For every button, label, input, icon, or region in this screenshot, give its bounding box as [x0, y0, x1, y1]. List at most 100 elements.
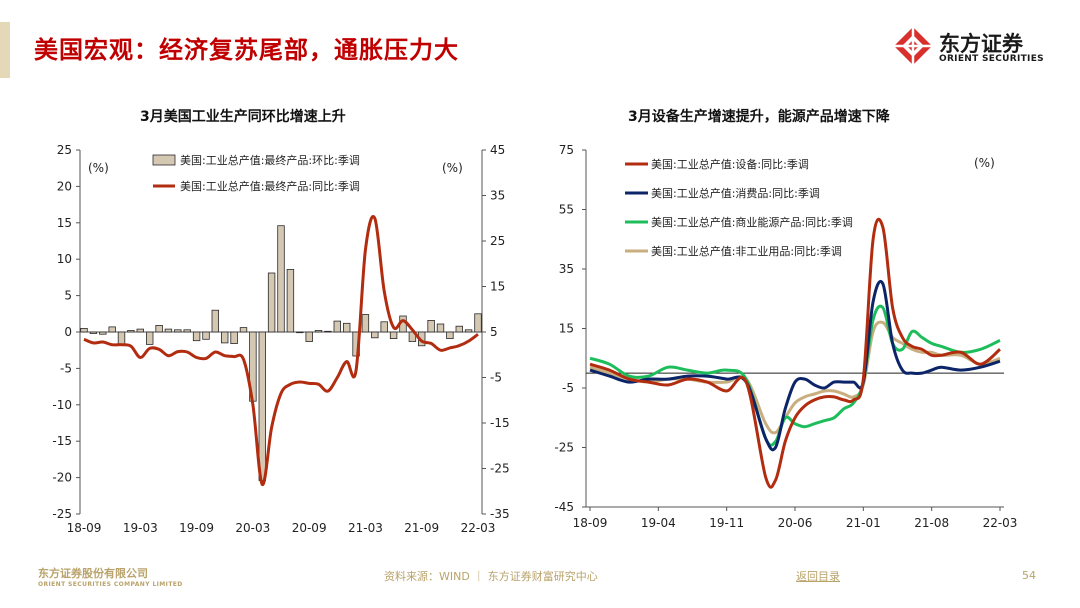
page-title: 美国宏观：经济复苏尾部，通胀压力大 [34, 35, 459, 64]
x-tick-label: 20-03 [235, 521, 270, 535]
x-tick-label: 19-04 [641, 516, 676, 530]
mom-bar [296, 331, 304, 334]
y-tick-label: 75 [559, 143, 574, 157]
mom-bar [164, 328, 173, 333]
mom-bar [202, 331, 210, 340]
x-tick-label: 21-09 [404, 521, 439, 535]
right-tick-label: -25 [490, 462, 510, 476]
left-tick-label: -15 [52, 434, 72, 448]
mom-bar [314, 330, 323, 333]
right-tick-label: -5 [490, 371, 502, 385]
title-accent-bar [0, 22, 10, 78]
y-tick-label: -45 [554, 500, 574, 514]
right-tick-label: -35 [490, 507, 510, 521]
footer-source: 资料来源：WIND ｜ 东方证券财富研究中心 [384, 570, 598, 583]
mom-bar [239, 327, 248, 333]
x-tick-label: 19-03 [123, 521, 158, 535]
left-tick-label: 15 [57, 216, 72, 230]
x-tick-label: 21-01 [846, 516, 881, 530]
y-tick-label: 15 [559, 322, 574, 336]
mom-bar [333, 320, 341, 333]
orient-diamond-icon [894, 27, 932, 65]
left-tick-label: -25 [52, 507, 72, 521]
legend-label: 美国:工业总产值:非工业用品:同比:季调 [651, 244, 842, 258]
mom-bar [89, 331, 98, 334]
equipment-energy-chart: 75 55 35 15 -5 -25 -45 18-09 19-04 19-11 20-06 21-0… [554, 143, 1018, 530]
y-tick-label: -5 [562, 381, 574, 395]
mom-bar [427, 319, 435, 333]
x-tick-label: 21-03 [348, 521, 383, 535]
page-number: 54 [1022, 569, 1036, 582]
mom-bar [436, 323, 445, 333]
mom-bar [324, 330, 332, 333]
mom-bar [155, 324, 163, 333]
left-tick-label: -20 [52, 471, 72, 485]
mom-bar [192, 331, 201, 342]
mom-bar [127, 330, 135, 333]
left-tick-label: 5 [64, 289, 72, 303]
left-tick-label: 25 [57, 143, 72, 157]
right-tick-label: 5 [490, 325, 498, 339]
left-tick-label: 20 [57, 179, 72, 193]
mom-bar [474, 313, 482, 333]
y-tick-label: -25 [554, 441, 574, 455]
left-tick-label: -10 [52, 398, 72, 412]
chart2-title: 3月设备生产增速提升，能源产品增速下降 [628, 109, 890, 125]
x-tick-label: 21-08 [914, 516, 949, 530]
legend-bar-swatch [152, 154, 176, 166]
right-tick-label: -15 [490, 416, 510, 430]
mom-bar [464, 329, 473, 333]
left-tick-label: 10 [57, 252, 72, 266]
mom-bar [174, 329, 182, 333]
mom-bar [99, 331, 107, 335]
legend-label: 美国:工业总产值:设备:同比:季调 [651, 157, 809, 171]
right-unit-label: (%) [442, 161, 463, 175]
legend-bar-label: 美国:工业总产值:最终产品:环比:季调 [180, 153, 360, 167]
x-tick-label: 22-03 [461, 521, 496, 535]
legend-line-label: 美国:工业总产值:最终产品:同比:季调 [180, 179, 360, 193]
mom-bar [108, 326, 116, 333]
right-tick-label: 15 [490, 280, 505, 294]
y-tick-label: 35 [559, 262, 574, 276]
mom-bar [286, 268, 295, 333]
left-tick-label: 0 [64, 325, 72, 339]
mom-bar [361, 314, 370, 333]
left-unit-label: (%) [88, 161, 109, 175]
brand-logo: 东方证券 ORIENT SECURITIES [893, 26, 1053, 68]
mom-bar [80, 327, 88, 333]
chart1-title: 3月美国工业生产同环比增速上升 [140, 109, 346, 125]
mom-bar [267, 272, 276, 333]
back-to-contents-link[interactable]: 返回目录 [796, 570, 840, 583]
mom-bar [136, 328, 144, 333]
left-tick-label: -5 [60, 361, 72, 375]
brand-name-en: ORIENT SECURITIES [939, 54, 1044, 64]
mom-bar [277, 225, 285, 333]
legend-label: 美国:工业总产值:消费品:同比:季调 [651, 186, 820, 200]
x-tick-label: 19-09 [179, 521, 214, 535]
mom-bar [371, 331, 379, 339]
mom-bar [380, 321, 388, 333]
mom-bar [305, 331, 313, 342]
footer-company-en: ORIENT SECURITIES COMPANY LIMITED [38, 581, 183, 588]
mom-bar [446, 331, 454, 339]
business-energy-yoy-line [589, 304, 1001, 447]
right-tick-label: 45 [490, 143, 505, 157]
right-tick-label: 25 [490, 234, 505, 248]
mom-bar [183, 329, 191, 333]
unit-label: (%) [974, 156, 995, 170]
x-tick-label: 20-06 [778, 516, 813, 530]
brand-name-cn: 东方证券 [939, 32, 1023, 56]
x-tick-label: 22-03 [983, 516, 1018, 530]
industrial-production-chart: 25 20 15 10 5 0 -5 -10 -15 -20 -25 45 35 25 15 5 -5 -15 -2… [52, 143, 510, 535]
right-tick-label: 35 [490, 189, 505, 203]
mom-bar [211, 309, 219, 333]
footer-company-cn: 东方证券股份有限公司 [38, 567, 148, 580]
x-tick-label: 19-11 [709, 516, 744, 530]
footer-company: 东方证券股份有限公司 ORIENT SECURITIES COMPANY LIM… [38, 565, 183, 588]
x-tick-label: 18-09 [573, 516, 608, 530]
consumer-goods-yoy-line [589, 279, 1001, 452]
equipment-yoy-line [589, 217, 1001, 489]
x-tick-label: 18-09 [67, 521, 102, 535]
mom-bar [145, 331, 154, 345]
mom-bar [230, 331, 238, 345]
